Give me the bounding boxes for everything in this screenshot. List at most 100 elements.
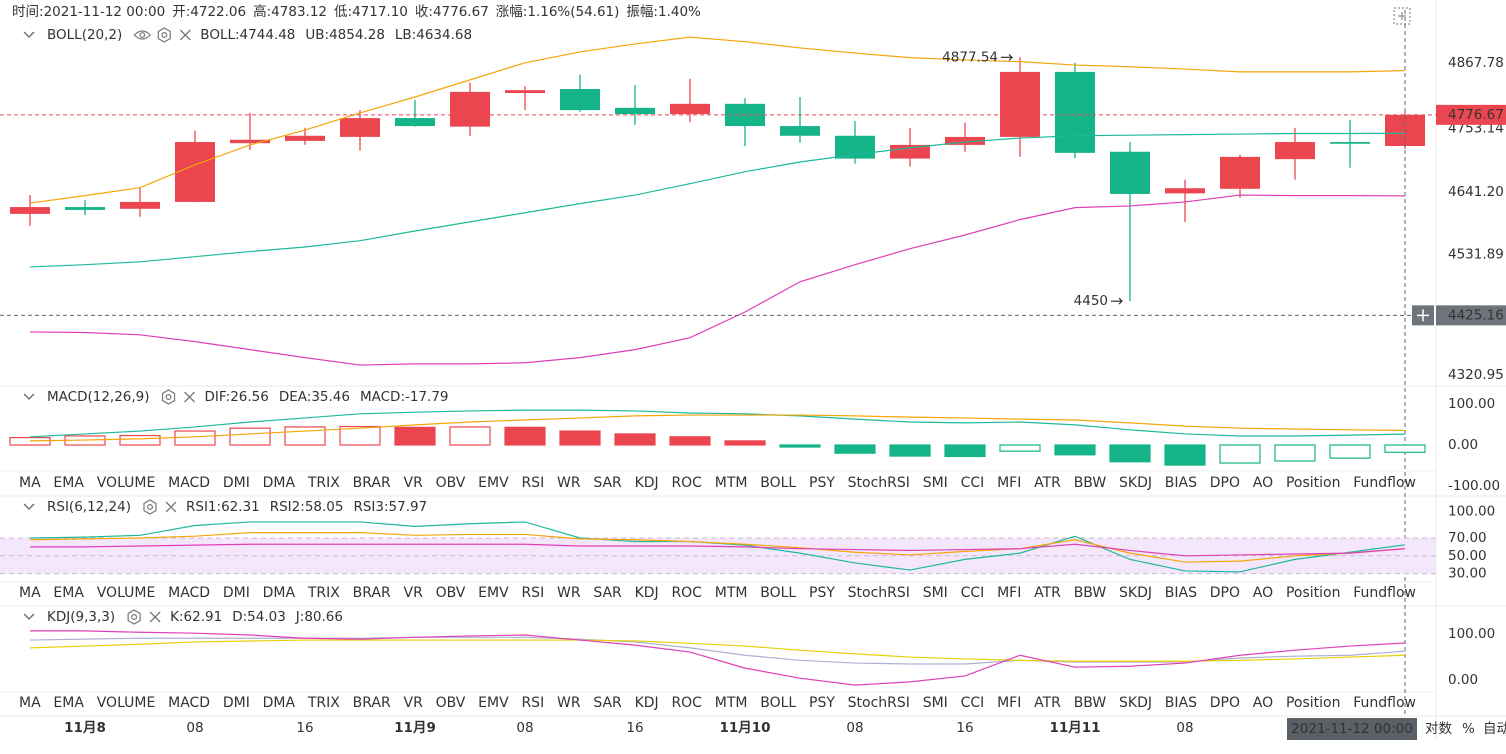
indicator-tab[interactable]: ATR (1034, 695, 1061, 711)
indicator-tab[interactable]: KDJ (635, 585, 659, 601)
indicator-tab[interactable]: BRAR (353, 695, 391, 711)
indicator-tab[interactable]: WR (557, 475, 581, 491)
settings-icon[interactable] (143, 499, 157, 515)
indicator-tab[interactable]: MA (19, 475, 41, 491)
close-icon[interactable] (149, 611, 161, 623)
indicator-tab[interactable]: MFI (997, 695, 1021, 711)
indicator-tab[interactable]: KDJ (635, 695, 659, 711)
indicator-tab[interactable]: VOLUME (97, 585, 156, 601)
indicator-tab[interactable]: PSY (809, 585, 835, 601)
indicator-tab[interactable]: MFI (997, 585, 1021, 601)
indicator-tab[interactable]: RSI (521, 695, 544, 711)
indicator-tab[interactable]: Position (1286, 475, 1341, 491)
indicator-tab[interactable]: ROC (671, 585, 702, 601)
indicator-tab[interactable]: VR (404, 475, 424, 491)
indicator-tab[interactable]: MTM (715, 585, 748, 601)
indicator-tab[interactable]: DPO (1210, 475, 1240, 491)
collapse-icon[interactable] (23, 613, 35, 620)
indicator-tab[interactable]: MA (19, 695, 41, 711)
indicator-tab[interactable]: ATR (1034, 475, 1061, 491)
collapse-icon[interactable] (23, 31, 35, 38)
eye-icon[interactable] (133, 30, 152, 40)
indicator-tab[interactable]: MTM (715, 695, 748, 711)
indicator-tab[interactable]: WR (557, 695, 581, 711)
indicator-tab[interactable]: BBW (1074, 585, 1107, 601)
indicator-tab[interactable]: BOLL (760, 695, 796, 711)
indicator-tab[interactable]: OBV (436, 475, 466, 491)
indicator-tab[interactable]: BIAS (1165, 585, 1197, 601)
indicator-tab[interactable]: OBV (436, 585, 466, 601)
indicator-tab[interactable]: BIAS (1165, 695, 1197, 711)
indicator-tab[interactable]: DMI (223, 585, 250, 601)
indicator-tab[interactable]: DMA (263, 475, 296, 491)
indicator-tab[interactable]: Position (1286, 695, 1341, 711)
indicator-tab[interactable]: Fundflow (1353, 695, 1416, 711)
indicator-tab[interactable]: AO (1253, 475, 1273, 491)
indicator-tab[interactable]: StochRSI (848, 695, 910, 711)
indicator-tab[interactable]: SKDJ (1119, 475, 1152, 491)
indicator-tab[interactable]: SKDJ (1119, 695, 1152, 711)
indicator-tab[interactable]: VR (404, 585, 424, 601)
indicator-tab[interactable]: OBV (436, 695, 466, 711)
indicator-tab[interactable]: TRIX (307, 475, 340, 491)
indicator-tab[interactable]: Fundflow (1353, 585, 1416, 601)
indicator-tab[interactable]: MACD (168, 475, 210, 491)
indicator-tab[interactable]: VOLUME (97, 695, 156, 711)
indicator-tab[interactable]: AO (1253, 695, 1273, 711)
close-icon[interactable] (179, 29, 191, 41)
indicator-tab[interactable]: MFI (997, 475, 1021, 491)
indicator-tab[interactable]: DMA (263, 695, 296, 711)
indicator-tab[interactable]: RSI (521, 585, 544, 601)
indicator-tab[interactable]: SKDJ (1119, 585, 1152, 601)
indicator-tab[interactable]: BOLL (760, 585, 796, 601)
indicator-tab[interactable]: BRAR (353, 475, 391, 491)
axis-option[interactable]: % (1462, 721, 1475, 737)
indicator-tab[interactable]: DMI (223, 695, 250, 711)
indicator-tab[interactable]: DPO (1210, 695, 1240, 711)
indicator-tab[interactable]: MACD (168, 695, 210, 711)
indicator-tab[interactable]: Fundflow (1353, 475, 1416, 491)
indicator-tab[interactable]: TRIX (307, 585, 340, 601)
indicator-tab[interactable]: DMI (223, 475, 250, 491)
indicator-tab[interactable]: StochRSI (848, 475, 910, 491)
indicator-tab[interactable]: PSY (809, 475, 835, 491)
indicator-tab[interactable]: SAR (593, 695, 622, 711)
indicator-tab[interactable]: MA (19, 585, 41, 601)
axis-option[interactable]: 自动 (1483, 721, 1506, 737)
collapse-icon[interactable] (23, 393, 35, 400)
indicator-tab[interactable]: RSI (521, 475, 544, 491)
indicator-tab[interactable]: ATR (1034, 585, 1061, 601)
indicator-tab[interactable]: ROC (671, 695, 702, 711)
indicator-tab[interactable]: BRAR (353, 585, 391, 601)
indicator-tab[interactable]: EMV (478, 585, 509, 601)
settings-icon[interactable] (161, 389, 176, 405)
indicator-tab[interactable]: AO (1253, 585, 1273, 601)
close-icon[interactable] (184, 391, 195, 403)
indicator-tab[interactable]: EMV (478, 475, 509, 491)
indicator-tab[interactable]: CCI (961, 585, 985, 601)
indicator-tab[interactable]: WR (557, 585, 581, 601)
settings-icon[interactable] (157, 27, 171, 43)
indicator-tab[interactable]: SMI (923, 695, 948, 711)
indicator-tab[interactable]: EMA (53, 475, 84, 491)
indicator-tab[interactable]: MTM (715, 475, 748, 491)
indicator-tab[interactable]: TRIX (307, 695, 340, 711)
indicator-tab[interactable]: EMV (478, 695, 509, 711)
indicator-tab[interactable]: EMA (53, 695, 84, 711)
indicator-tab[interactable]: BBW (1074, 695, 1107, 711)
indicator-tab[interactable]: CCI (961, 695, 985, 711)
indicator-tab[interactable]: VR (404, 695, 424, 711)
close-icon[interactable] (165, 501, 177, 513)
indicator-tab[interactable]: BOLL (760, 475, 796, 491)
indicator-tab[interactable]: SAR (593, 475, 622, 491)
indicator-tab[interactable]: VOLUME (97, 475, 156, 491)
indicator-tab[interactable]: BIAS (1165, 475, 1197, 491)
indicator-tab[interactable]: SMI (923, 585, 948, 601)
axis-option[interactable]: 对数 (1425, 721, 1453, 737)
fullscreen-icon[interactable] (1393, 7, 1411, 25)
indicator-tab[interactable]: SMI (923, 475, 948, 491)
indicator-tab[interactable]: KDJ (635, 475, 659, 491)
indicator-tab[interactable]: PSY (809, 695, 835, 711)
collapse-icon[interactable] (23, 503, 35, 510)
indicator-tab[interactable]: EMA (53, 585, 84, 601)
